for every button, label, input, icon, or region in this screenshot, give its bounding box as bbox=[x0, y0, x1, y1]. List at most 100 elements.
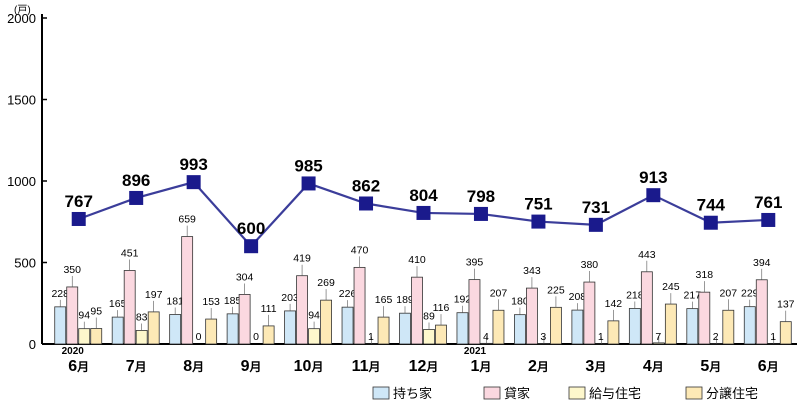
y-tick-label: 0 bbox=[29, 337, 36, 352]
bar-value-label: 410 bbox=[408, 254, 426, 266]
bar-value-label: 380 bbox=[581, 259, 599, 271]
x-tick-label: 11月 bbox=[352, 358, 381, 375]
bar-value-label: 153 bbox=[202, 296, 220, 308]
bar-分譲住宅-0 bbox=[90, 328, 103, 345]
bar-value-label: 394 bbox=[753, 257, 771, 269]
bar-value-label: 1 bbox=[770, 331, 776, 343]
bar-value-label: 185 bbox=[224, 295, 242, 307]
legend-label: 持ち家 bbox=[393, 386, 432, 401]
bar-持ち家-12 bbox=[743, 306, 756, 345]
bar-value-label: 269 bbox=[317, 277, 335, 289]
bar-分譲住宅-7 bbox=[492, 309, 505, 345]
x-tick-label: 1月 bbox=[471, 358, 492, 375]
x-tick-number: 10 bbox=[294, 358, 312, 375]
bar-分譲住宅-1 bbox=[147, 311, 160, 345]
bar-value-label: 207 bbox=[490, 287, 508, 299]
bar-持ち家-3 bbox=[226, 313, 239, 345]
bar-持ち家-9 bbox=[571, 309, 584, 345]
x-tick-suffix: 月 bbox=[367, 360, 380, 374]
x-tick-label: 10月 bbox=[294, 358, 324, 375]
total-value-label: 600 bbox=[237, 219, 265, 238]
bar-value-label: 197 bbox=[145, 289, 163, 301]
y-tick-label: 2000 bbox=[7, 11, 36, 26]
bar-value-label: 89 bbox=[423, 310, 435, 322]
bar-貸家-4 bbox=[296, 275, 308, 345]
total-value-label: 744 bbox=[697, 196, 726, 215]
bar-貸家-2 bbox=[181, 236, 194, 345]
total-value-label: 804 bbox=[409, 186, 438, 205]
bar-貸家-3 bbox=[238, 294, 251, 345]
y-tick-label: 500 bbox=[14, 256, 36, 271]
x-tick-label: 5月 bbox=[700, 358, 721, 375]
x-tick-label: 6月 bbox=[68, 358, 89, 375]
x-tick-number: 6 bbox=[758, 358, 767, 375]
bar-貸家-10 bbox=[640, 271, 653, 345]
bar-value-label: 2 bbox=[713, 331, 719, 343]
x-tick-number: 3 bbox=[585, 358, 594, 375]
total-marker bbox=[244, 239, 259, 254]
bar-給与住宅-0 bbox=[78, 328, 91, 345]
bar-value-label: 0 bbox=[253, 331, 259, 343]
bar-持ち家-5 bbox=[341, 306, 354, 345]
total-marker bbox=[588, 217, 603, 232]
total-value-label: 913 bbox=[639, 168, 667, 187]
bar-給与住宅-4 bbox=[308, 328, 320, 345]
legend-label: 貸家 bbox=[504, 386, 530, 401]
bar-value-label: 304 bbox=[236, 271, 254, 283]
x-tick-label: 3月 bbox=[585, 358, 606, 375]
total-value-label: 761 bbox=[754, 193, 782, 212]
bar-分譲住宅-3 bbox=[262, 325, 275, 345]
bar-value-label: 228 bbox=[51, 288, 69, 300]
bar-value-label: 142 bbox=[605, 298, 623, 310]
bar-value-label: 470 bbox=[351, 244, 369, 256]
bar-value-label: 180 bbox=[511, 296, 529, 308]
bar-value-label: 318 bbox=[696, 269, 714, 281]
bar-value-label: 95 bbox=[90, 306, 102, 318]
x-tick-label: 12月 bbox=[409, 358, 439, 375]
total-value-label: 896 bbox=[122, 171, 150, 190]
x-tick-suffix: 月 bbox=[651, 360, 664, 374]
bar-給与住宅-1 bbox=[135, 330, 148, 345]
total-value-label: 731 bbox=[582, 198, 610, 217]
bar-value-label: 4 bbox=[483, 331, 489, 343]
bar-value-label: 94 bbox=[308, 310, 320, 322]
bar-value-label: 245 bbox=[662, 281, 680, 293]
bar-value-label: 226 bbox=[339, 288, 357, 300]
bar-持ち家-10 bbox=[628, 308, 641, 345]
bar-value-label: 189 bbox=[396, 294, 414, 306]
bar-value-label: 208 bbox=[569, 291, 587, 303]
x-tick-number: 7 bbox=[126, 358, 135, 375]
bar-持ち家-2 bbox=[169, 314, 182, 345]
total-marker bbox=[301, 176, 316, 191]
bar-value-label: 659 bbox=[178, 214, 196, 226]
bar-value-label: 3 bbox=[540, 331, 546, 343]
total-value-label: 993 bbox=[179, 155, 207, 174]
total-value-label: 798 bbox=[467, 187, 495, 206]
x-tick-suffix: 月 bbox=[191, 360, 204, 374]
x-tick-suffix: 月 bbox=[249, 360, 262, 374]
bar-持ち家-8 bbox=[514, 314, 526, 345]
x-tick-label: 8月 bbox=[183, 358, 204, 375]
x-tick-number: 4 bbox=[643, 358, 652, 375]
x-tick-label: 4月 bbox=[643, 358, 664, 375]
bar-value-label: 419 bbox=[293, 253, 311, 265]
y-tick-label: 1500 bbox=[7, 93, 36, 108]
bar-持ち家-11 bbox=[686, 308, 699, 345]
bar-分譲住宅-8 bbox=[550, 306, 562, 345]
legend-swatch bbox=[568, 386, 586, 400]
x-tick-suffix: 月 bbox=[536, 360, 549, 374]
bar-value-label: 94 bbox=[78, 310, 90, 322]
total-marker bbox=[761, 212, 776, 227]
bar-value-label: 1 bbox=[368, 331, 374, 343]
x-tick-number: 6 bbox=[68, 358, 77, 375]
total-value-label: 985 bbox=[294, 156, 322, 175]
total-marker bbox=[359, 196, 374, 211]
bar-value-label: 137 bbox=[777, 299, 795, 311]
bar-value-label: 83 bbox=[136, 311, 148, 323]
bar-分譲住宅-11 bbox=[722, 309, 735, 345]
bar-value-label: 207 bbox=[720, 287, 738, 299]
bar-value-label: 225 bbox=[547, 284, 565, 296]
bar-貸家-5 bbox=[353, 266, 366, 345]
